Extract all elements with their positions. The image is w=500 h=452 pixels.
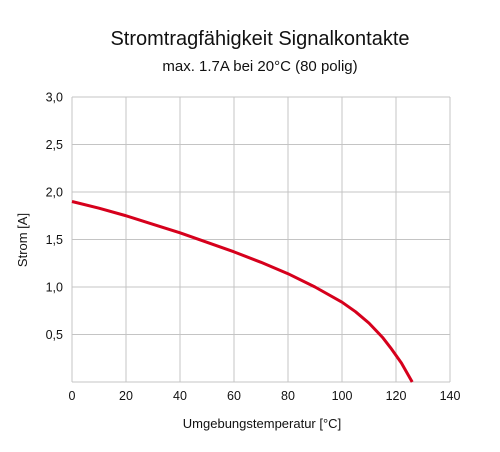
x-axis-label: Umgebungstemperatur [°C]	[183, 416, 341, 431]
x-tick-label: 60	[227, 389, 241, 403]
x-tick-label: 40	[173, 389, 187, 403]
chart-title: Stromtragfähigkeit Signalkontakte	[110, 28, 409, 50]
chart-subtitle: max. 1.7A bei 20°C (80 polig)	[162, 58, 357, 75]
y-tick-label: 0,5	[46, 328, 63, 342]
x-tick-label: 80	[281, 389, 295, 403]
x-tick-label: 20	[119, 389, 133, 403]
x-tick-label: 0	[69, 389, 76, 403]
x-tick-label: 120	[386, 389, 407, 403]
y-tick-label: 2,0	[46, 186, 63, 200]
series-layer	[71, 200, 414, 383]
y-axis-label: Strom [A]	[15, 213, 30, 267]
y-tick-label: 1,0	[46, 281, 63, 295]
grid	[71, 96, 451, 383]
x-tick-label: 140	[440, 389, 461, 403]
y-tick-label: 2,5	[46, 138, 63, 152]
y-tick-label: 3,0	[46, 91, 63, 105]
series-line	[71, 200, 414, 383]
x-tick-label: 100	[332, 389, 353, 403]
y-tick-label: 1,5	[46, 233, 63, 247]
tick-labels: 0 20 40 60 80 100 120 140 0,5 1,0 1,5 2,0 2,5 3,0	[46, 91, 461, 404]
